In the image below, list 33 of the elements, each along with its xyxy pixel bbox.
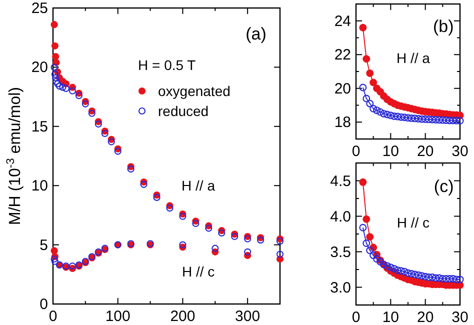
x-tick-label: 100 <box>105 308 130 325</box>
legend-label: oxygenated <box>158 83 230 99</box>
x-tick-label: 300 <box>235 308 260 325</box>
x-tick-label: 20 <box>416 143 434 160</box>
y-tick-label: 3.0 <box>330 279 351 296</box>
y-tick-label: 20 <box>31 59 48 76</box>
annotation: (a) <box>246 24 266 44</box>
x-tick-label: 10 <box>382 143 400 160</box>
y-tick-label: 4.0 <box>330 208 351 226</box>
annotation: H // a <box>182 178 216 194</box>
y-tick-label: 0 <box>40 296 48 313</box>
y-tick-label: 15 <box>31 118 48 136</box>
y-tick-label: 22 <box>334 46 351 64</box>
y-tick-label: 10 <box>31 178 48 195</box>
y-tick-label: 25 <box>31 0 48 17</box>
annotation: H // c <box>396 214 430 231</box>
annotation: H // a <box>396 50 430 66</box>
y-tick-label: 18 <box>334 114 351 132</box>
annotation: H // c <box>182 263 215 280</box>
annotation: (c) <box>434 177 454 196</box>
y-tick-label: 4.5 <box>330 172 351 190</box>
x-tick-label: 30 <box>452 143 468 160</box>
x-tick-label: 10 <box>382 309 400 325</box>
y-tick-label: 20 <box>334 80 351 98</box>
y-tick-label: 5 <box>40 236 48 254</box>
y-tick-label: 3.5 <box>330 244 351 261</box>
x-tick-label: 30 <box>452 309 468 325</box>
x-tick-label: 20 <box>416 309 434 325</box>
x-tick-label: 200 <box>170 308 196 325</box>
y-tick-label: 24 <box>334 12 351 30</box>
legend-label: reduced <box>158 103 209 119</box>
legend-title: H = 0.5 T <box>138 57 196 73</box>
annotation: (b) <box>432 16 454 36</box>
